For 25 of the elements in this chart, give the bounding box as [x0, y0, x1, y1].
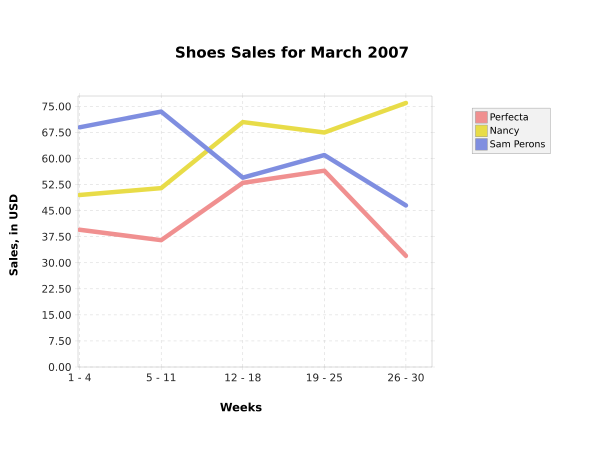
x-tick-label: 5 - 11	[146, 374, 176, 382]
y-tick-label: 67.50	[42, 128, 71, 136]
y-tick-label: 15.00	[42, 310, 71, 319]
chart-title: Shoes Sales for March 2007	[176, 46, 408, 58]
y-tick-label: 0.00	[48, 363, 71, 371]
y-tick-label: 45.00	[42, 206, 71, 215]
y-tick-label: 7.50	[49, 336, 71, 345]
y-tick-label: 22.50	[42, 284, 71, 293]
y-tick-label: 60.00	[42, 154, 71, 162]
y-tick-label: 30.00	[42, 258, 71, 267]
line-series	[78, 100, 408, 198]
x-axis-title: Weeks	[220, 402, 262, 412]
legend-label: Perfecta	[490, 113, 528, 120]
legend-label: Sam Perons	[490, 140, 545, 148]
y-axis-title: Sales, in USD	[9, 194, 19, 276]
line-series	[78, 168, 408, 258]
x-tick-label: 26 - 30	[388, 374, 424, 382]
y-tick-label: 75.00	[42, 102, 71, 110]
y-tick-label: 37.50	[42, 232, 71, 241]
line-series	[78, 109, 408, 208]
legend-label: Nancy	[490, 126, 520, 136]
x-tick-label: 1 - 4	[68, 374, 91, 382]
x-tick-label: 19 - 25	[306, 374, 342, 382]
x-tick-label: 12 - 18	[225, 374, 261, 382]
y-tick-label: 52.50	[42, 180, 71, 189]
